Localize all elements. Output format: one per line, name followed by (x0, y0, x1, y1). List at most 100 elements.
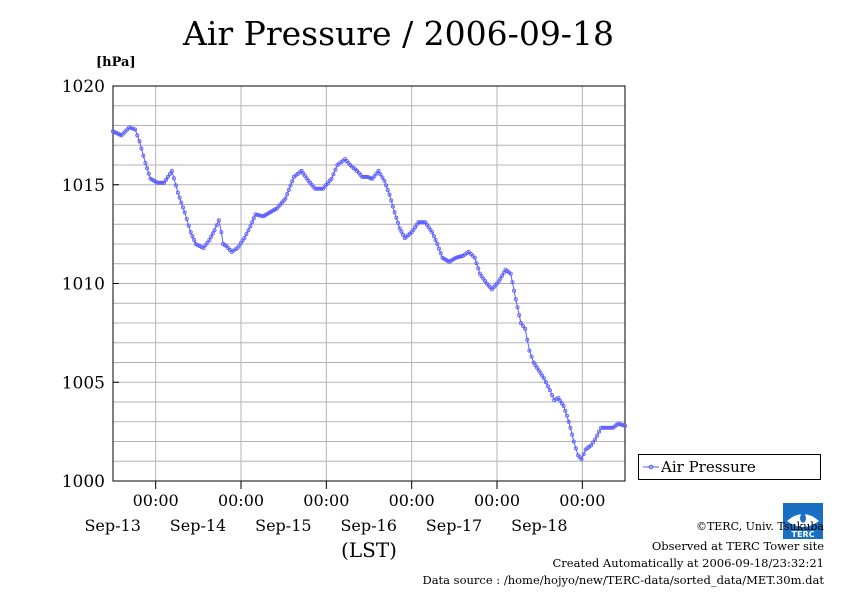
data-point (317, 186, 322, 191)
data-point (259, 213, 264, 218)
data-point (609, 425, 614, 430)
data-point (146, 171, 151, 176)
data-point (579, 457, 584, 462)
data-point (621, 423, 626, 428)
data-point (515, 305, 520, 310)
data-point (435, 241, 440, 246)
y-tick-label: 1005 (62, 373, 105, 393)
data-point (392, 210, 397, 215)
data-point (250, 220, 255, 225)
data-point (501, 270, 506, 275)
data-point (255, 212, 260, 217)
data-point (525, 337, 530, 342)
data-point (547, 388, 552, 393)
data-point (543, 380, 548, 385)
data-point (559, 401, 564, 406)
data-point (595, 433, 600, 438)
data-point (129, 126, 134, 131)
data-point (617, 422, 622, 427)
data-point (286, 187, 291, 192)
data-point (455, 255, 460, 260)
data-point (616, 421, 621, 426)
svg-text:TERC: TERC (792, 530, 815, 539)
data-point (257, 213, 262, 218)
data-point (290, 179, 295, 184)
data-point (527, 348, 532, 353)
data-point (472, 255, 477, 260)
gridlines (113, 86, 625, 481)
x-tick-time-label: 00:00 (474, 491, 520, 510)
data-point (210, 231, 215, 236)
x-tick-time-label: 00:00 (389, 491, 435, 510)
data-point (175, 190, 180, 195)
data-point (457, 254, 462, 259)
data-point (395, 220, 400, 225)
observed-at-text: Observed at TERC Tower site (651, 539, 824, 553)
data-point (561, 403, 566, 408)
copyright-text: ©TERC, Univ. Tsukuba (695, 520, 824, 533)
data-point (389, 198, 394, 203)
data-point (201, 245, 206, 250)
data-point (372, 174, 377, 179)
y-tick-label: 1010 (62, 275, 105, 295)
data-point (214, 223, 219, 228)
data-point (131, 126, 136, 131)
data-point (137, 139, 142, 144)
data-point (248, 224, 253, 229)
data-point (190, 234, 195, 239)
data-point (538, 370, 543, 375)
data-point (565, 413, 570, 418)
data-point (513, 297, 518, 302)
data-point (563, 408, 568, 413)
data-point (436, 246, 441, 251)
data-point (171, 176, 176, 181)
data-point (517, 313, 522, 318)
data-point (399, 229, 404, 234)
data-point (459, 254, 464, 259)
data-point (500, 273, 505, 278)
data-point (474, 261, 479, 266)
data-point (508, 271, 513, 276)
data-point (212, 228, 217, 233)
data-point (476, 266, 481, 271)
data-point (571, 439, 576, 444)
data-point (591, 440, 596, 445)
data-point (182, 210, 187, 215)
data-point (552, 397, 557, 402)
data-point (251, 216, 256, 221)
data-point (401, 232, 406, 237)
data-point (431, 234, 436, 239)
data-point (162, 180, 167, 185)
data-point (568, 425, 573, 430)
data-point (376, 168, 381, 173)
y-tick-label: 1020 (62, 77, 105, 97)
data-point (219, 230, 224, 235)
data-point (253, 212, 258, 217)
data-point (533, 363, 538, 368)
data-point (581, 452, 586, 457)
data-source-text: Data source : /home/hojyo/new/TERC-data/… (422, 573, 824, 587)
data-point (160, 180, 165, 185)
data-point (135, 133, 140, 138)
data-point (179, 200, 184, 205)
data-point (623, 423, 628, 428)
data-point (318, 186, 323, 191)
data-point (244, 232, 249, 237)
data-point (510, 280, 515, 285)
data-point (397, 226, 402, 231)
data-point (619, 422, 624, 427)
data-point (521, 323, 526, 328)
data-point (390, 204, 395, 209)
x-tick-date-label: Sep-14 (170, 516, 226, 535)
x-tick-date-label: Sep-17 (426, 516, 482, 535)
data-point (566, 419, 571, 424)
data-point (199, 244, 204, 249)
data-point (554, 396, 559, 401)
data-point (556, 395, 561, 400)
data-point (545, 384, 550, 389)
data-point (570, 432, 575, 437)
x-tick-time-label: 00:00 (303, 491, 349, 510)
data-point (188, 230, 193, 235)
data-point (133, 127, 138, 132)
